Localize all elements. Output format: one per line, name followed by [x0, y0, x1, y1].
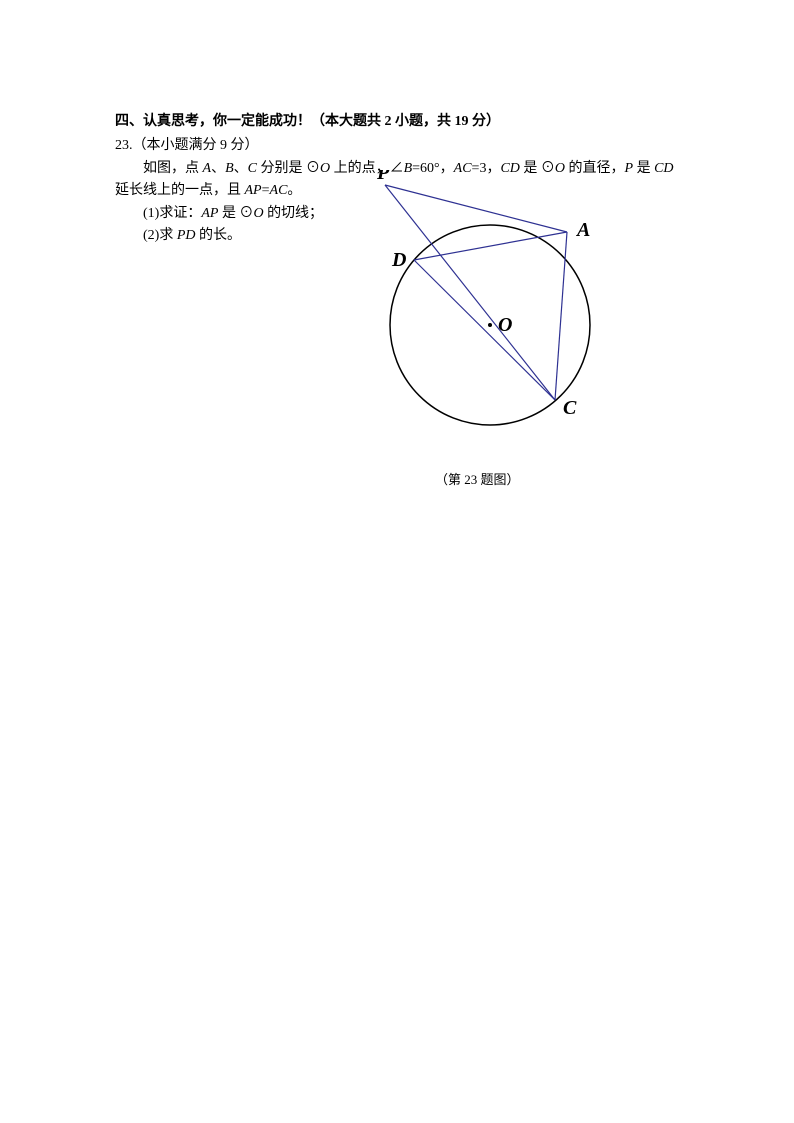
var-C: C	[248, 161, 257, 176]
var-AC: AC	[270, 183, 288, 198]
text: 是 ⊙	[218, 206, 253, 221]
geometry-figure: P A D O C	[330, 170, 650, 500]
text: 的长。	[196, 228, 242, 243]
text: 延长线上的一点，且	[115, 183, 245, 198]
figure-caption: （第 23 题图）	[435, 469, 520, 488]
svg-text:O: O	[498, 314, 512, 336]
svg-text:P: P	[376, 170, 390, 184]
figure-svg: P A D O C	[330, 170, 650, 460]
text: 、	[211, 161, 225, 176]
svg-text:C: C	[563, 397, 577, 419]
var-B: B	[225, 161, 234, 176]
svg-text:A: A	[575, 219, 590, 241]
var-CD: CD	[654, 161, 673, 176]
var-O: O	[253, 206, 263, 221]
var-AP: AP	[245, 183, 262, 198]
svg-text:D: D	[391, 249, 406, 271]
problem-number: 23.（本小题满分 9 分）	[115, 134, 694, 154]
var-A: A	[203, 161, 212, 176]
text: 。	[287, 183, 301, 198]
var-O: O	[320, 161, 330, 176]
text: 、	[234, 161, 248, 176]
text: 的切线；	[264, 206, 324, 221]
text: (1)求证：	[143, 206, 201, 221]
var-PD: PD	[177, 228, 196, 243]
text: 分别是 ⊙	[257, 161, 320, 176]
var-AP: AP	[201, 206, 218, 221]
text: =	[262, 183, 270, 198]
section-header: 四、认真思考，你一定能成功！（本大题共 2 小题，共 19 分）	[115, 110, 694, 130]
text: 如图，点	[143, 161, 203, 176]
text: (2)求	[143, 228, 177, 243]
